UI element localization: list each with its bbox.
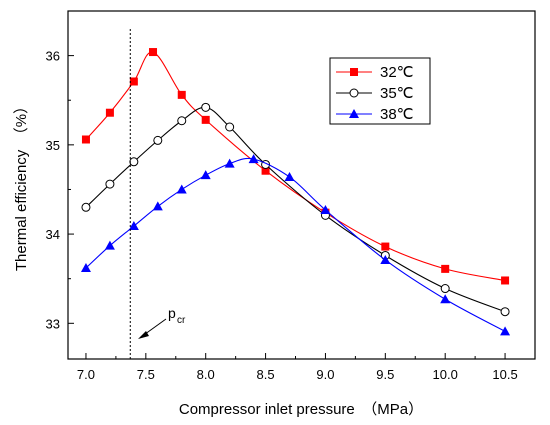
data-point — [200, 170, 211, 180]
data-point — [201, 102, 211, 112]
data-point — [440, 294, 451, 304]
data-point — [381, 242, 390, 251]
data-point — [320, 204, 331, 214]
legend-marker — [349, 88, 359, 98]
data-point — [149, 48, 158, 57]
y-tick-label: 35 — [46, 138, 60, 153]
data-point — [500, 307, 510, 317]
x-tick-label: 9.5 — [376, 367, 394, 382]
data-point — [441, 264, 450, 273]
data-point — [104, 240, 115, 250]
series-3 — [80, 154, 511, 336]
x-tick-label: 8.5 — [257, 367, 275, 382]
legend: 32℃ 35℃ 38℃ — [329, 57, 431, 125]
data-point — [248, 154, 259, 164]
data-point — [81, 135, 90, 144]
data-point — [80, 262, 91, 272]
series-line — [85, 51, 506, 282]
x-tick-label: 7.0 — [77, 367, 95, 382]
legend-label: 35℃ — [380, 85, 414, 102]
x-axis-label: Compressor inlet pressure （MPa） — [179, 401, 423, 418]
legend-marker — [350, 68, 358, 76]
data-point — [81, 202, 91, 212]
x-tick-label: 7.5 — [137, 367, 155, 382]
x-tick-label: 10.5 — [492, 367, 517, 382]
y-axis-label: Thermal efficiency （%） — [13, 99, 30, 271]
y-tick-label: 34 — [46, 227, 60, 242]
pcr-label: p — [168, 305, 176, 321]
data-point — [440, 284, 450, 294]
data-point — [129, 77, 138, 86]
x-tick-label: 8.0 — [197, 367, 215, 382]
data-point — [105, 179, 115, 189]
data-point — [284, 171, 295, 181]
data-point — [128, 221, 139, 231]
data-point — [225, 122, 235, 132]
pcr-arrow-head — [138, 331, 149, 339]
pcr-subscript: cr — [177, 315, 186, 326]
x-tick-label: 9.0 — [316, 367, 334, 382]
legend-box — [329, 57, 431, 125]
legend-marker — [349, 109, 359, 118]
data-point — [201, 115, 210, 124]
data-point — [176, 184, 187, 194]
axis-ticks: 7.0 7.5 8.0 8.5 9.0 9.5 10.0 10.5 33 34 35 36 — [46, 49, 518, 382]
data-point — [105, 108, 114, 117]
series-1 — [81, 48, 510, 285]
data-point — [177, 90, 186, 99]
data-point — [501, 276, 510, 285]
y-tick-label: 33 — [46, 316, 60, 331]
data-point — [500, 326, 511, 336]
legend-label: 38℃ — [380, 106, 414, 123]
data-point — [153, 135, 163, 145]
data-point — [177, 116, 187, 126]
x-tick-label: 10.0 — [433, 367, 458, 382]
legend-label: 32℃ — [380, 64, 414, 81]
data-point — [261, 166, 270, 175]
data-point — [224, 158, 235, 168]
pcr-annotation: p cr — [129, 29, 186, 359]
data-point — [380, 254, 391, 264]
data-point — [152, 201, 163, 211]
plot-frame — [67, 10, 536, 360]
data-point — [129, 157, 139, 167]
y-tick-label: 36 — [46, 49, 60, 64]
